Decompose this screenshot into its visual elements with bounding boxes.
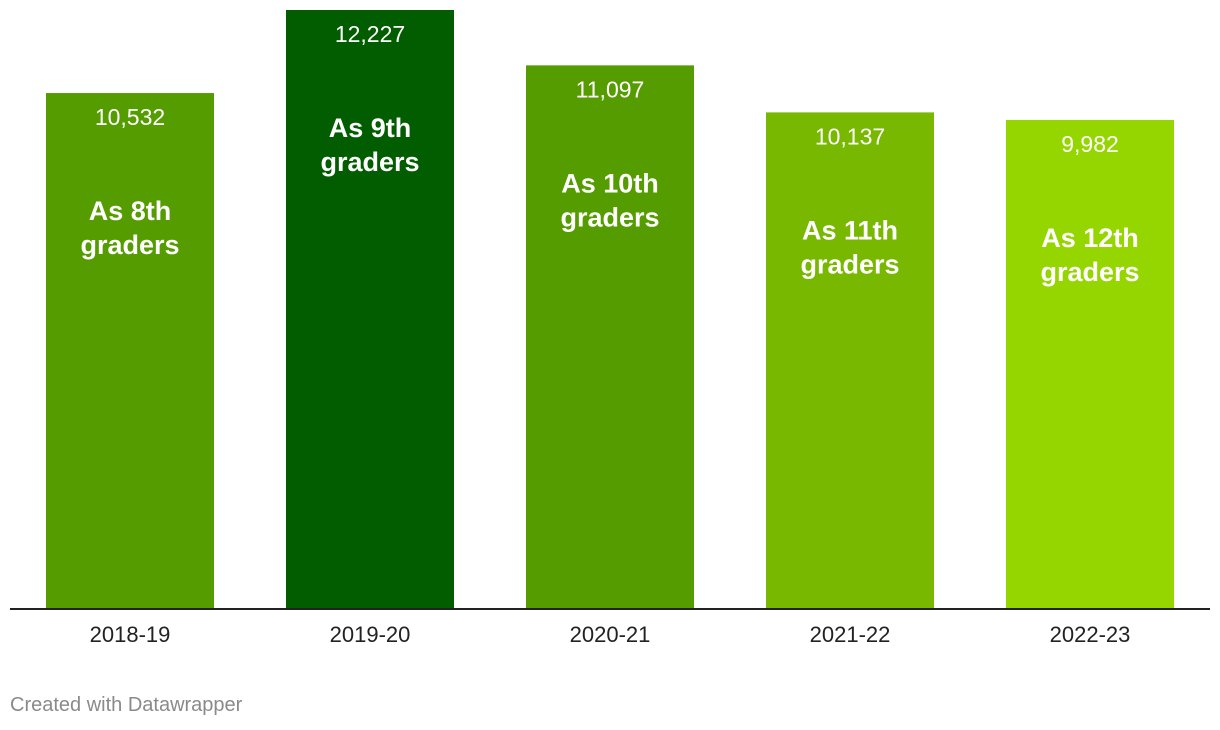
bar-chart: 10,532 As 8th graders 12,227 As 9th graders 11… [10, 10, 1210, 647]
bar-2021-22 [766, 112, 934, 609]
bar-annotation-2018-19-line-2: graders [80, 230, 179, 260]
bar-annotation-2018-19-line-1: As 8th [89, 196, 172, 226]
x-tick-label-2022-23: 2022-23 [1050, 622, 1131, 647]
value-label-2018-19: 10,532 [95, 104, 165, 130]
bar-annotation-2022-23-line-1: As 12th [1041, 223, 1139, 253]
bar-annotation-2019-20-line-2: graders [320, 147, 419, 177]
bar-annotation-2020-21-line-1: As 10th [561, 168, 659, 198]
x-tick-label-2020-21: 2020-21 [570, 622, 651, 647]
bar-annotation-2021-22-line-1: As 11th [802, 215, 898, 245]
x-tick-label-2018-19: 2018-19 [90, 622, 171, 647]
value-label-2022-23: 9,982 [1061, 131, 1119, 157]
value-label-2020-21: 11,097 [576, 76, 645, 102]
bar-annotation-2020-21-line-2: graders [560, 202, 659, 232]
bar-annotation-2022-23-line-2: graders [1040, 257, 1139, 287]
bar-2022-23 [1006, 119, 1174, 609]
bars-group: 10,532 As 8th graders 12,227 As 9th graders 11… [46, 10, 1174, 609]
value-label-2021-22: 10,137 [815, 123, 885, 149]
bar-2020-21 [526, 65, 694, 609]
bar-annotation-2019-20-line-1: As 9th [329, 113, 412, 143]
x-axis-ticks: 2018-19 2019-20 2020-21 2021-22 2022-23 [90, 622, 1131, 647]
datawrapper-credit: Created with Datawrapper [10, 694, 243, 716]
bar-2018-19 [46, 93, 214, 609]
bar-2019-20 [286, 10, 454, 609]
x-tick-label-2021-22: 2021-22 [810, 622, 891, 647]
x-tick-label-2019-20: 2019-20 [330, 622, 411, 647]
bar-annotation-2021-22-line-2: graders [800, 249, 899, 279]
value-label-2019-20: 12,227 [335, 21, 405, 47]
